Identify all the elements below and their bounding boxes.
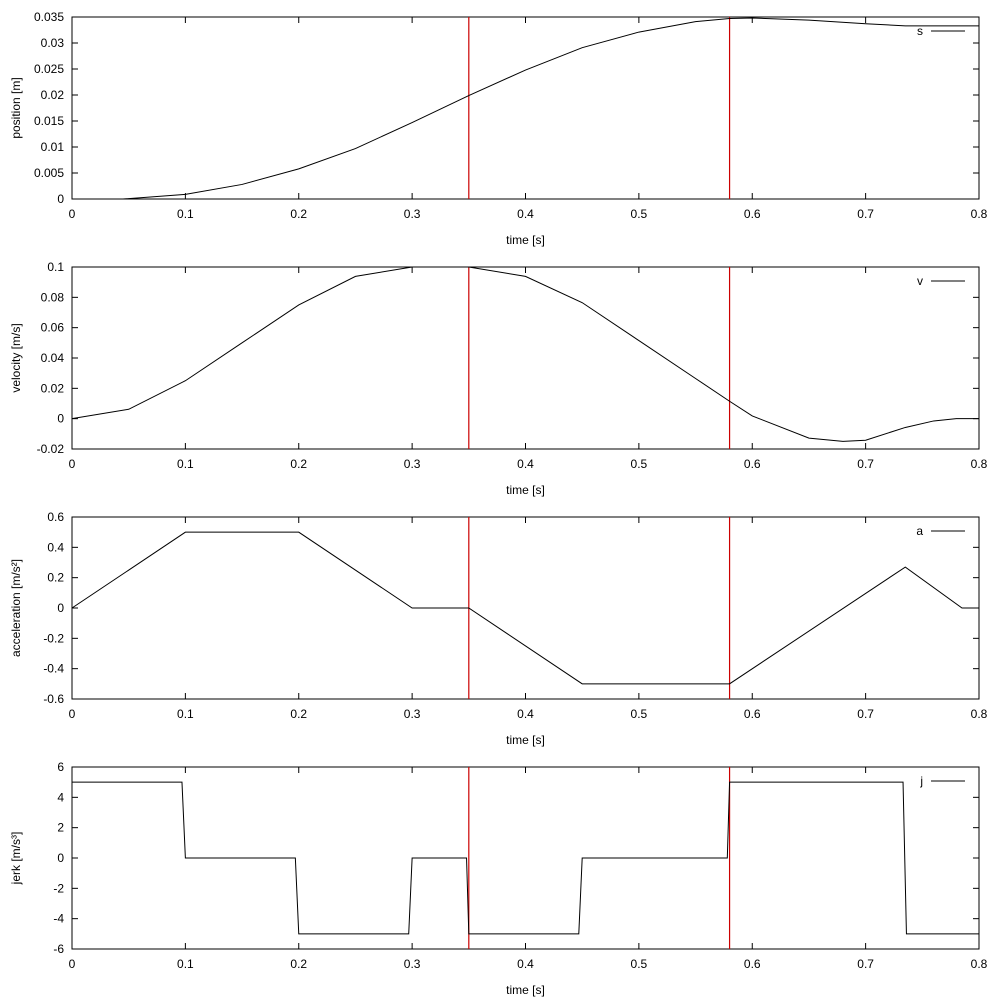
acceleration-x-tick-label: 0.8 [971, 707, 988, 721]
jerk-x-tick-label: 0.7 [857, 957, 874, 971]
acceleration-series-a [71, 531, 979, 685]
velocity-x-tick-label: 0.1 [177, 457, 194, 471]
position-chart: 0 0.1 0.2 0.3 0.4 0.5 0.6 0.7 0.8 0 0.005 0.01 0.015… [9, 10, 988, 247]
jerk-y-tick-label: -6 [53, 942, 64, 956]
velocity-y-axis-label: velocity [m/s] [9, 323, 23, 392]
velocity-x-tick-label: 0.8 [971, 457, 988, 471]
position-y-tick-label: 0 [57, 192, 64, 206]
acceleration-x-tick-label: 0.3 [404, 707, 421, 721]
jerk-y-tick-label: 6 [57, 760, 64, 774]
jerk-chart: 0 0.1 0.2 0.3 0.4 0.5 0.6 0.7 0.8 -6 -4 -2 0 2 4 6 time … [9, 760, 988, 997]
velocity-x-tick-label: 0.3 [404, 457, 421, 471]
jerk-x-tick-label: 0.6 [744, 957, 761, 971]
velocity-series-v [71, 266, 979, 442]
acceleration-y-tick-label: 0.6 [47, 510, 64, 524]
position-y-tick-label: 0.02 [41, 88, 65, 102]
velocity-y-tick-label: 0.02 [41, 381, 65, 395]
position-y-tick-label: 0.01 [41, 140, 65, 154]
position-x-tick-label: 0.4 [517, 207, 534, 221]
velocity-x-tick-label: 0.6 [744, 457, 761, 471]
velocity-x-tick-label: 0.4 [517, 457, 534, 471]
jerk-legend-label: j [919, 774, 923, 788]
position-x-tick-label: 0.8 [971, 207, 988, 221]
position-plot-frame [71, 16, 980, 200]
jerk-x-tick-label: 0.4 [517, 957, 534, 971]
position-x-tick-label: 0.6 [744, 207, 761, 221]
velocity-y-tick-label: -0.02 [37, 442, 65, 456]
velocity-x-tick-label: 0.2 [290, 457, 307, 471]
jerk-y-tick-label: 2 [57, 821, 64, 835]
position-x-tick-label: 0.5 [631, 207, 648, 221]
position-x-tick-label: 0 [69, 207, 76, 221]
acceleration-y-tick-label: -0.6 [43, 692, 64, 706]
acceleration-y-tick-label: -0.4 [43, 662, 64, 676]
acceleration-legend-label: a [916, 524, 923, 538]
acceleration-x-tick-label: 0 [69, 707, 76, 721]
position-y-tick-label: 0.03 [41, 36, 65, 50]
velocity-chart: 0 0.1 0.2 0.3 0.4 0.5 0.6 0.7 0.8 -0.02 0 0.02 0.04 0… [9, 260, 988, 497]
acceleration-x-tick-label: 0.6 [744, 707, 761, 721]
acceleration-x-axis-label: time [s] [506, 733, 545, 747]
position-legend-label: s [917, 24, 923, 38]
velocity-x-tick-label: 0 [69, 457, 76, 471]
velocity-x-tick-label: 0.5 [631, 457, 648, 471]
jerk-x-tick-label: 0.1 [177, 957, 194, 971]
acceleration-y-axis-label: acceleration [m/s²] [9, 559, 23, 657]
acceleration-y-tick-label: 0.4 [47, 540, 64, 554]
acceleration-y-tick-label: -0.2 [43, 631, 64, 645]
position-x-axis-label: time [s] [506, 233, 545, 247]
jerk-x-tick-label: 0.2 [290, 957, 307, 971]
acceleration-chart: 0 0.1 0.2 0.3 0.4 0.5 0.6 0.7 0.8 -0.6 -0.4 -0.2 0 0.… [9, 510, 988, 747]
position-x-tick-label: 0.2 [290, 207, 307, 221]
jerk-y-tick-label: -2 [53, 881, 64, 895]
jerk-y-tick-label: 0 [57, 851, 64, 865]
position-x-tick-label: 0.3 [404, 207, 421, 221]
jerk-y-axis-label: jerk [m/s³] [9, 832, 23, 886]
position-y-tick-label: 0.035 [34, 10, 64, 24]
jerk-series-j [72, 781, 979, 935]
velocity-y-tick-label: 0.08 [41, 290, 65, 304]
velocity-y-tick-label: 0.04 [41, 351, 65, 365]
velocity-legend-label: v [917, 274, 923, 288]
velocity-y-tick-label: 0.06 [41, 321, 65, 335]
position-x-tick-label: 0.7 [857, 207, 874, 221]
acceleration-x-tick-label: 0.1 [177, 707, 194, 721]
position-y-tick-label: 0.005 [34, 166, 64, 180]
position-series-s [122, 17, 979, 200]
jerk-x-tick-label: 0 [69, 957, 76, 971]
jerk-x-axis-label: time [s] [506, 983, 545, 997]
acceleration-y-tick-label: 0.2 [47, 571, 64, 585]
jerk-x-tick-label: 0.5 [631, 957, 648, 971]
jerk-y-tick-label: 4 [57, 790, 64, 804]
position-y-axis-label: position [m] [9, 77, 23, 138]
acceleration-x-tick-label: 0.5 [631, 707, 648, 721]
jerk-x-tick-label: 0.8 [971, 957, 988, 971]
position-x-tick-label: 0.1 [177, 207, 194, 221]
velocity-y-tick-label: 0 [57, 412, 64, 426]
jerk-x-tick-label: 0.3 [404, 957, 421, 971]
velocity-y-tick-label: 0.1 [47, 260, 64, 274]
position-y-tick-label: 0.025 [34, 62, 64, 76]
velocity-x-tick-label: 0.7 [857, 457, 874, 471]
velocity-plot-frame [71, 266, 980, 450]
jerk-y-tick-label: -4 [53, 912, 64, 926]
acceleration-y-tick-label: 0 [57, 601, 64, 615]
position-y-tick-label: 0.015 [34, 114, 64, 128]
acceleration-x-tick-label: 0.7 [857, 707, 874, 721]
velocity-x-axis-label: time [s] [506, 483, 545, 497]
acceleration-x-tick-label: 0.4 [517, 707, 534, 721]
acceleration-x-tick-label: 0.2 [290, 707, 307, 721]
